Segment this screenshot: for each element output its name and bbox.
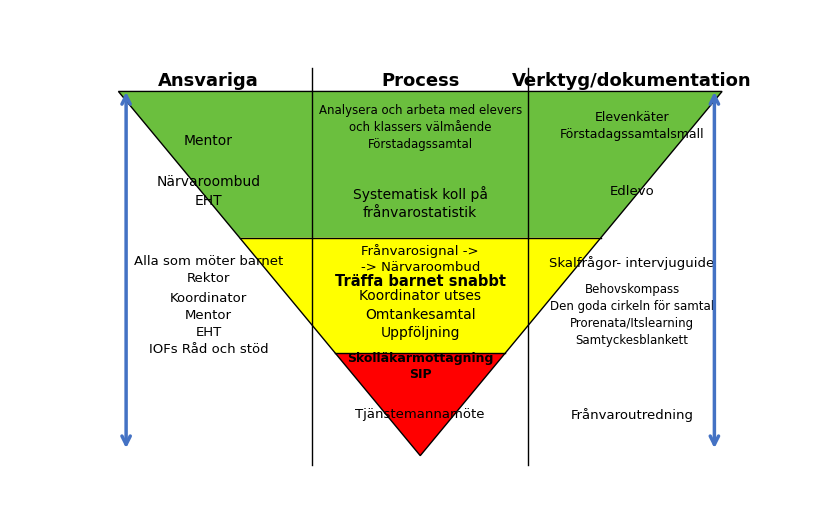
Text: Behovskompass
Den goda cirkeln för samtal
Prorenata/Itslearning
Samtyckesblanket: Behovskompass Den goda cirkeln för samta… (550, 282, 713, 347)
Text: Process: Process (381, 72, 459, 90)
Text: Edlevo: Edlevo (609, 185, 654, 198)
Text: Frånvaroutredning: Frånvaroutredning (570, 408, 693, 422)
Polygon shape (239, 238, 600, 353)
Text: Träffa barnet snabbt: Träffa barnet snabbt (334, 274, 505, 289)
Polygon shape (335, 353, 505, 456)
Text: Skolläkarmottagning
SIP: Skolläkarmottagning SIP (346, 352, 493, 381)
Text: Alla som möter barnet
Rektor: Alla som möter barnet Rektor (133, 255, 283, 285)
Text: Skalfrågor- intervjuguide: Skalfrågor- intervjuguide (549, 256, 713, 270)
Text: Koordinator utses
Omtankesamtal
Uppföljning: Koordinator utses Omtankesamtal Uppföljn… (359, 289, 481, 340)
Text: Koordinator
Mentor
EHT
IOFs Råd och stöd: Koordinator Mentor EHT IOFs Råd och stöd (148, 292, 268, 356)
Text: Mentor: Mentor (183, 134, 233, 149)
Text: Närvaroombud
EHT: Närvaroombud EHT (156, 175, 260, 208)
Text: Frånvarosignal ->
-> Närvaroombud: Frånvarosignal -> -> Närvaroombud (360, 244, 479, 273)
Text: Analysera och arbeta med elevers
och klassers välmående
Förstadagssamtal: Analysera och arbeta med elevers och kla… (319, 104, 521, 151)
Text: Verktyg/dokumentation: Verktyg/dokumentation (512, 72, 751, 90)
Text: Tjänstemannamöte: Tjänstemannamöte (355, 408, 484, 421)
Polygon shape (118, 91, 722, 238)
Text: Elevenkäter
Förstadagssamtalsmall: Elevenkäter Förstadagssamtalsmall (559, 111, 704, 141)
Text: Systematisk koll på
frånvarostatistik: Systematisk koll på frånvarostatistik (352, 186, 487, 220)
Text: Ansvariga: Ansvariga (158, 72, 259, 90)
